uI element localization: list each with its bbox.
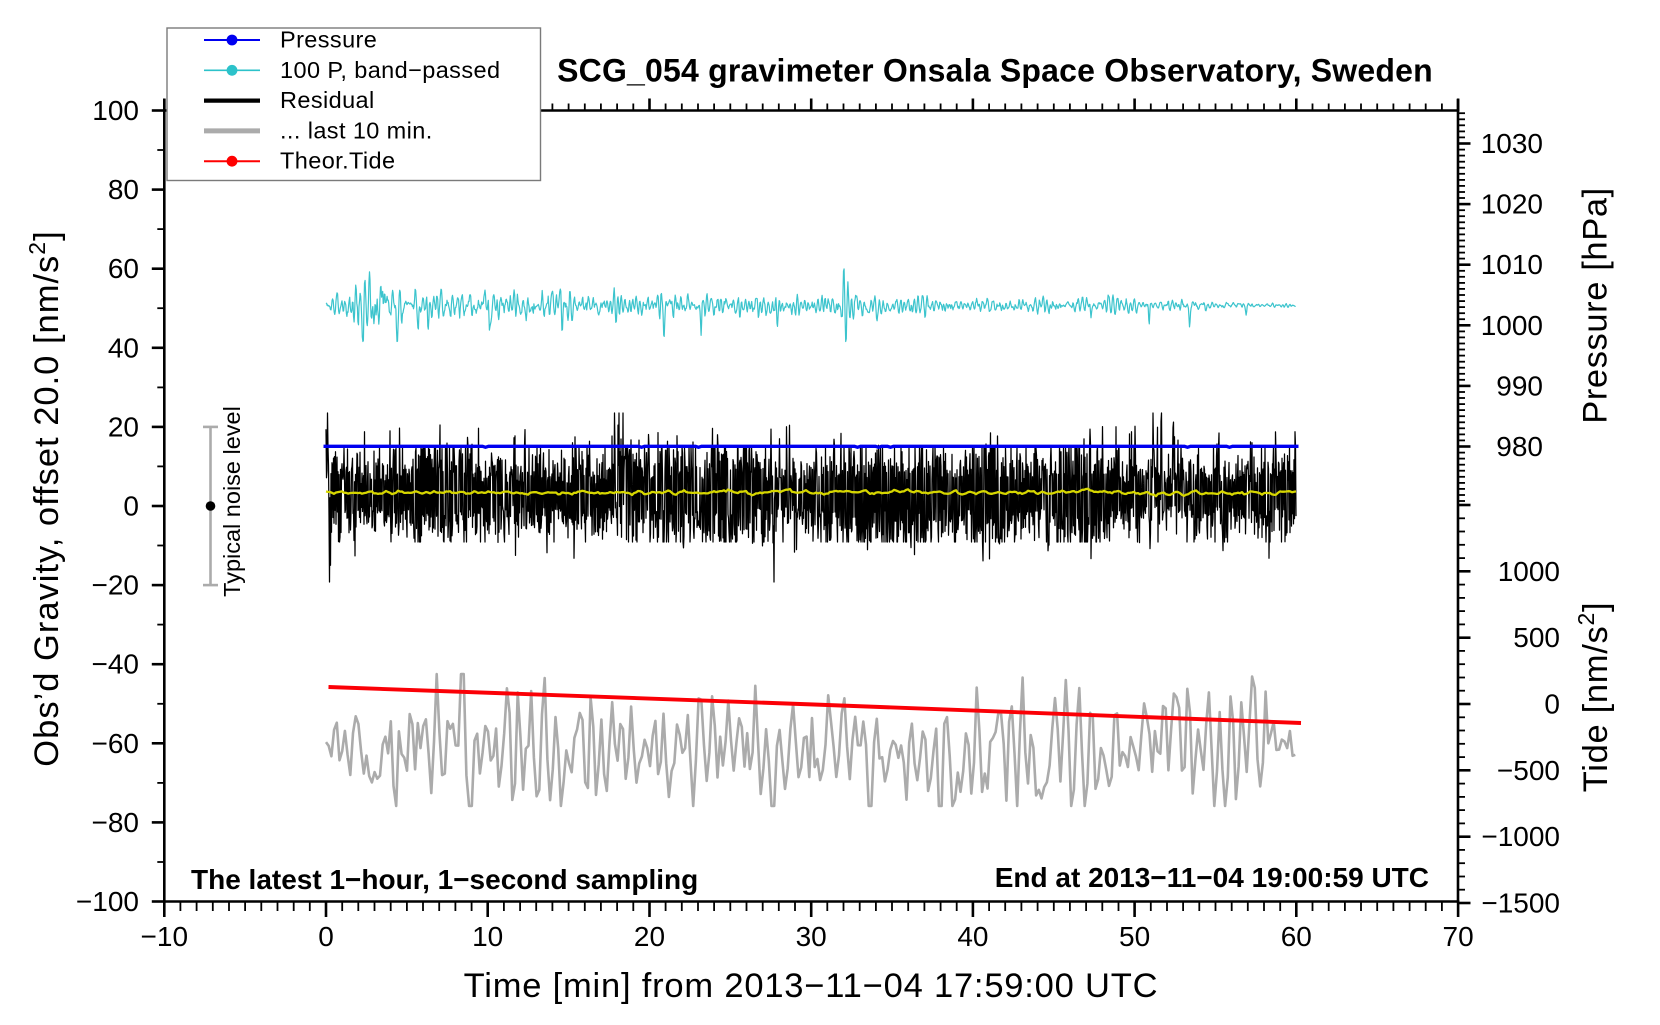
svg-text:Typical noise level: Typical noise level <box>219 406 245 597</box>
svg-text:−500: −500 <box>1497 755 1560 786</box>
svg-text:980: 980 <box>1496 431 1543 462</box>
svg-text:−80: −80 <box>92 807 140 838</box>
svg-text:1030: 1030 <box>1481 128 1543 159</box>
svg-text:1020: 1020 <box>1481 189 1543 220</box>
svg-text:20: 20 <box>634 921 665 952</box>
svg-text:40: 40 <box>957 921 988 952</box>
svg-text:60: 60 <box>1281 921 1312 952</box>
svg-text:0: 0 <box>318 921 334 952</box>
svg-text:Theor.Tide: Theor.Tide <box>280 148 395 174</box>
svg-text:... last 10 min.: ... last 10 min. <box>280 117 433 143</box>
svg-text:990: 990 <box>1496 370 1543 401</box>
svg-text:SCG_054 gravimeter Onsala Spac: SCG_054 gravimeter Onsala Space Observat… <box>557 53 1433 89</box>
svg-text:−100: −100 <box>76 886 139 917</box>
svg-text:End at 2013−11−04 19:00:59 UTC: End at 2013−11−04 19:00:59 UTC <box>995 862 1429 893</box>
svg-text:Tide [nm/s2]: Tide [nm/s2] <box>1573 602 1615 793</box>
svg-text:80: 80 <box>108 174 139 205</box>
svg-text:0: 0 <box>123 491 139 522</box>
svg-text:Pressure [hPa]: Pressure [hPa] <box>1577 187 1615 424</box>
svg-text:60: 60 <box>108 253 139 284</box>
svg-text:Pressure: Pressure <box>280 27 377 53</box>
svg-text:−1500: −1500 <box>1481 888 1560 919</box>
svg-text:−20: −20 <box>92 570 140 601</box>
svg-text:Obs’d Gravity, offset 20.0 [nm: Obs’d Gravity, offset 20.0 [nm/s2] <box>24 230 66 766</box>
svg-text:1000: 1000 <box>1481 310 1543 341</box>
svg-text:50: 50 <box>1119 921 1150 952</box>
svg-text:1000: 1000 <box>1498 556 1560 587</box>
svg-text:−60: −60 <box>92 728 140 759</box>
svg-text:30: 30 <box>796 921 827 952</box>
svg-text:−1000: −1000 <box>1481 821 1560 852</box>
svg-text:100 P, band−passed: 100 P, band−passed <box>280 57 500 83</box>
svg-text:100: 100 <box>92 95 139 126</box>
svg-text:500: 500 <box>1513 622 1560 653</box>
svg-text:40: 40 <box>108 332 139 363</box>
svg-text:Time [min] from 2013−11−04 17:: Time [min] from 2013−11−04 17:59:00 UTC <box>464 967 1159 1005</box>
svg-text:20: 20 <box>108 411 139 442</box>
svg-text:The latest 1−hour, 1−second sa: The latest 1−hour, 1−second sampling <box>191 864 698 895</box>
svg-text:Residual: Residual <box>280 87 375 113</box>
svg-text:−10: −10 <box>141 921 189 952</box>
svg-text:−40: −40 <box>92 649 140 680</box>
svg-text:10: 10 <box>472 921 503 952</box>
svg-text:1010: 1010 <box>1481 249 1543 280</box>
svg-text:0: 0 <box>1544 689 1560 720</box>
svg-text:70: 70 <box>1443 921 1474 952</box>
